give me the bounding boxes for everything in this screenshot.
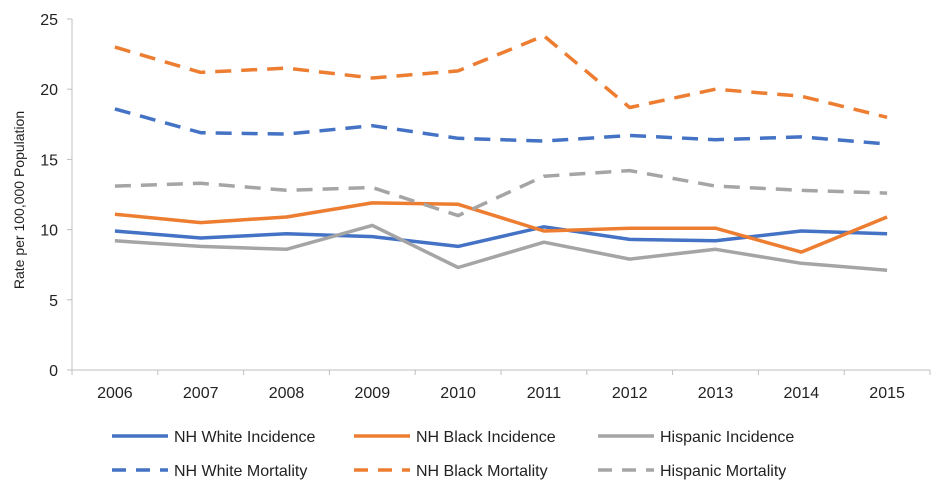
x-tick-label: 2009 [355,385,391,402]
x-tick-label: 2007 [183,385,219,402]
y-tick-label: 10 [40,223,58,240]
legend-label-nh-white-incidence: NH White Incidence [174,429,315,446]
legend-label-hispanic-incidence: Hispanic Incidence [660,429,794,446]
series-line-hispanic-mortality [114,168,888,218]
axes: 0 5 10 15 20 25 2006 2007 2008 2009 2010 2011 2012 20… [40,12,931,402]
legend-label-hispanic-mortality: Hispanic Mortality [660,463,786,480]
y-tick-label: 15 [40,152,58,169]
x-tick-label: 2010 [440,385,476,402]
series-line-nh-black-mortality [114,34,888,119]
series-line-nh-black-incidence [114,201,888,254]
y-tick-label: 5 [49,293,58,310]
x-tick-label: 2008 [269,385,305,402]
x-tick-label: 2014 [784,385,820,402]
y-axis-label: Rate per 100,000 Population [11,111,27,289]
legend: NH White Incidence NH Black Incidence Hisp… [112,429,794,480]
legend-label-nh-black-incidence: NH Black Incidence [416,429,556,446]
series-line-hispanic-incidence [114,223,888,273]
series-line-nh-white-incidence [114,225,888,249]
y-tick-label: 20 [40,82,58,99]
x-tick-label: 2012 [612,385,648,402]
legend-label-nh-white-mortality: NH White Mortality [174,463,307,480]
x-tick-label: 2015 [869,385,905,402]
y-tick-label: 25 [40,12,58,29]
series-lines [114,34,888,273]
legend-label-nh-black-mortality: NH Black Mortality [416,463,548,480]
series-line-nh-white-mortality [114,107,888,146]
x-tick-label: 2006 [97,385,133,402]
x-tick-label: 2013 [698,385,734,402]
x-tick-label: 2011 [527,385,562,402]
y-tick-label: 0 [49,363,58,380]
